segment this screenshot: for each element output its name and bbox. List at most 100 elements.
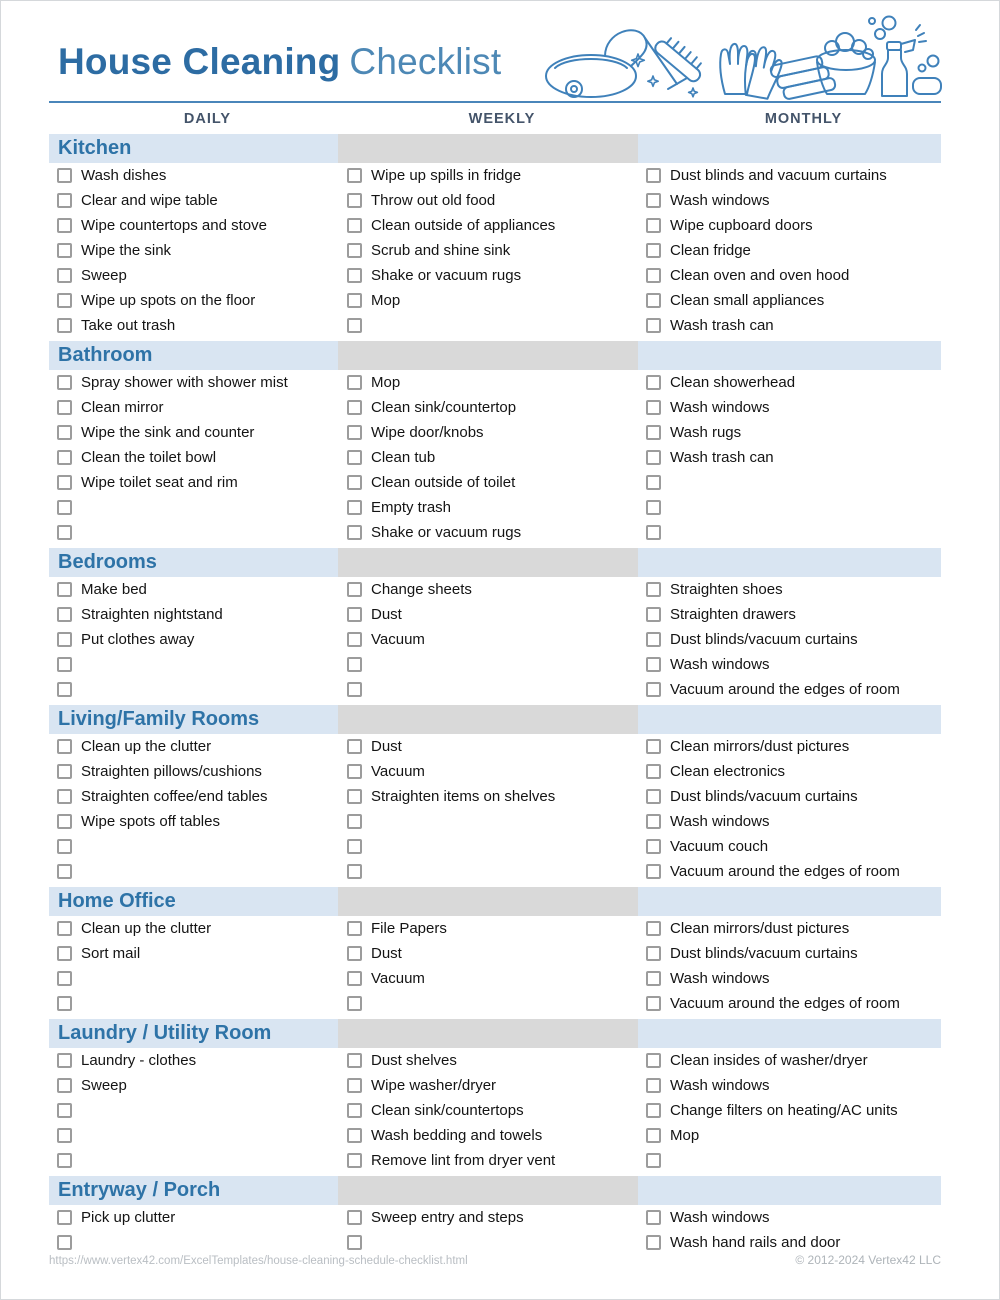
task-checkbox[interactable] xyxy=(347,632,362,647)
task-checkbox[interactable] xyxy=(646,607,661,622)
task-checkbox[interactable] xyxy=(57,293,72,308)
task-checkbox[interactable] xyxy=(646,764,661,779)
task-checkbox[interactable] xyxy=(347,450,362,465)
task-checkbox[interactable] xyxy=(646,475,661,490)
task-checkbox[interactable] xyxy=(646,218,661,233)
task-checkbox[interactable] xyxy=(347,475,362,490)
task-checkbox[interactable] xyxy=(646,1128,661,1143)
task-checkbox[interactable] xyxy=(347,839,362,854)
task-checkbox[interactable] xyxy=(347,607,362,622)
task-checkbox[interactable] xyxy=(347,168,362,183)
task-checkbox[interactable] xyxy=(646,1103,661,1118)
task-checkbox[interactable] xyxy=(347,1153,362,1168)
task-checkbox[interactable] xyxy=(646,375,661,390)
task-checkbox[interactable] xyxy=(57,243,72,258)
task-checkbox[interactable] xyxy=(57,268,72,283)
task-checkbox[interactable] xyxy=(347,243,362,258)
task-checkbox[interactable] xyxy=(57,657,72,672)
task-checkbox[interactable] xyxy=(646,450,661,465)
task-checkbox[interactable] xyxy=(347,682,362,697)
task-checkbox[interactable] xyxy=(347,500,362,515)
task-checkbox[interactable] xyxy=(646,243,661,258)
task-checkbox[interactable] xyxy=(646,293,661,308)
task-checkbox[interactable] xyxy=(347,946,362,961)
task-checkbox[interactable] xyxy=(347,814,362,829)
task-checkbox[interactable] xyxy=(57,1235,72,1250)
task-checkbox[interactable] xyxy=(347,1103,362,1118)
task-checkbox[interactable] xyxy=(646,400,661,415)
task-checkbox[interactable] xyxy=(646,946,661,961)
task-checkbox[interactable] xyxy=(646,1235,661,1250)
task-checkbox[interactable] xyxy=(347,764,362,779)
task-checkbox[interactable] xyxy=(347,268,362,283)
task-checkbox[interactable] xyxy=(347,739,362,754)
task-checkbox[interactable] xyxy=(646,682,661,697)
task-checkbox[interactable] xyxy=(57,400,72,415)
task-checkbox[interactable] xyxy=(347,218,362,233)
task-checkbox[interactable] xyxy=(57,864,72,879)
task-checkbox[interactable] xyxy=(57,500,72,515)
task-checkbox[interactable] xyxy=(57,682,72,697)
task-checkbox[interactable] xyxy=(347,425,362,440)
task-checkbox[interactable] xyxy=(646,525,661,540)
task-checkbox[interactable] xyxy=(347,1128,362,1143)
task-checkbox[interactable] xyxy=(646,268,661,283)
task-checkbox[interactable] xyxy=(57,525,72,540)
task-checkbox[interactable] xyxy=(646,864,661,879)
task-checkbox[interactable] xyxy=(646,632,661,647)
task-checkbox[interactable] xyxy=(646,789,661,804)
task-checkbox[interactable] xyxy=(57,1103,72,1118)
task-checkbox[interactable] xyxy=(57,218,72,233)
task-checkbox[interactable] xyxy=(646,500,661,515)
task-checkbox[interactable] xyxy=(57,1128,72,1143)
task-checkbox[interactable] xyxy=(646,971,661,986)
task-checkbox[interactable] xyxy=(347,293,362,308)
task-checkbox[interactable] xyxy=(347,864,362,879)
task-checkbox[interactable] xyxy=(347,1078,362,1093)
task-checkbox[interactable] xyxy=(57,971,72,986)
task-checkbox[interactable] xyxy=(347,582,362,597)
task-checkbox[interactable] xyxy=(646,1078,661,1093)
task-checkbox[interactable] xyxy=(347,525,362,540)
task-checkbox[interactable] xyxy=(646,814,661,829)
task-checkbox[interactable] xyxy=(57,839,72,854)
task-checkbox[interactable] xyxy=(347,996,362,1011)
task-checkbox[interactable] xyxy=(646,657,661,672)
task-checkbox[interactable] xyxy=(57,607,72,622)
task-checkbox[interactable] xyxy=(646,1153,661,1168)
task-checkbox[interactable] xyxy=(646,168,661,183)
task-checkbox[interactable] xyxy=(347,921,362,936)
task-checkbox[interactable] xyxy=(57,475,72,490)
task-checkbox[interactable] xyxy=(347,971,362,986)
task-checkbox[interactable] xyxy=(57,375,72,390)
task-checkbox[interactable] xyxy=(347,1053,362,1068)
task-checkbox[interactable] xyxy=(57,946,72,961)
task-checkbox[interactable] xyxy=(57,1053,72,1068)
task-checkbox[interactable] xyxy=(646,839,661,854)
task-checkbox[interactable] xyxy=(57,1153,72,1168)
task-checkbox[interactable] xyxy=(646,318,661,333)
task-checkbox[interactable] xyxy=(347,1210,362,1225)
task-checkbox[interactable] xyxy=(646,921,661,936)
task-checkbox[interactable] xyxy=(347,375,362,390)
task-checkbox[interactable] xyxy=(57,739,72,754)
task-checkbox[interactable] xyxy=(57,582,72,597)
task-checkbox[interactable] xyxy=(347,193,362,208)
task-checkbox[interactable] xyxy=(57,764,72,779)
task-checkbox[interactable] xyxy=(646,996,661,1011)
task-checkbox[interactable] xyxy=(646,425,661,440)
task-checkbox[interactable] xyxy=(646,1210,661,1225)
task-checkbox[interactable] xyxy=(347,318,362,333)
task-checkbox[interactable] xyxy=(57,1210,72,1225)
task-checkbox[interactable] xyxy=(57,996,72,1011)
task-checkbox[interactable] xyxy=(57,921,72,936)
task-checkbox[interactable] xyxy=(57,632,72,647)
task-checkbox[interactable] xyxy=(57,814,72,829)
task-checkbox[interactable] xyxy=(347,1235,362,1250)
footer-url[interactable]: https://www.vertex42.com/ExcelTemplates/… xyxy=(49,1255,468,1267)
task-checkbox[interactable] xyxy=(57,789,72,804)
task-checkbox[interactable] xyxy=(347,789,362,804)
task-checkbox[interactable] xyxy=(57,1078,72,1093)
task-checkbox[interactable] xyxy=(646,582,661,597)
task-checkbox[interactable] xyxy=(57,168,72,183)
